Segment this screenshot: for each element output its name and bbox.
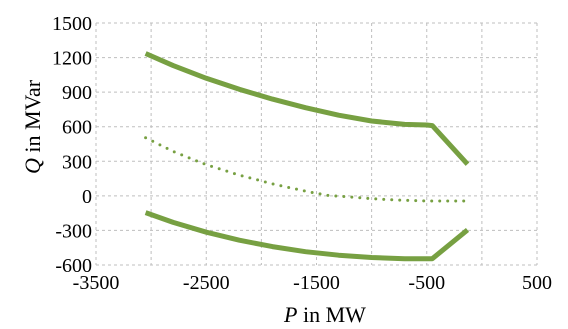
x-tick-label: -500 [408, 272, 445, 294]
series-line-2 [144, 136, 469, 203]
x-axis-label: P in MW [283, 302, 366, 327]
y-tick-label: 1500 [52, 13, 92, 35]
y-tick-label: -600 [55, 255, 92, 277]
x-tick-label: 500 [522, 272, 552, 294]
x-tick-label: -3500 [73, 272, 120, 294]
y-tick-label: 600 [62, 117, 92, 139]
y-tick-label: 900 [62, 82, 92, 104]
tick-labels: -3500 -2500 -1500 -500 500 -600 -300 0 300 600 900… [52, 13, 552, 294]
series-line-3 [144, 210, 470, 262]
y-tick-label: 0 [82, 186, 92, 208]
x-tick-label: -1500 [293, 272, 340, 294]
y-tick-label: -300 [55, 220, 92, 242]
y-tick-label: 1200 [52, 48, 92, 70]
series-line-1 [144, 51, 470, 166]
series-group [144, 51, 470, 262]
x-tick-label: -2500 [183, 272, 230, 294]
y-tick-label: 300 [62, 151, 92, 173]
y-axis-label: Q in MVar [20, 79, 45, 174]
